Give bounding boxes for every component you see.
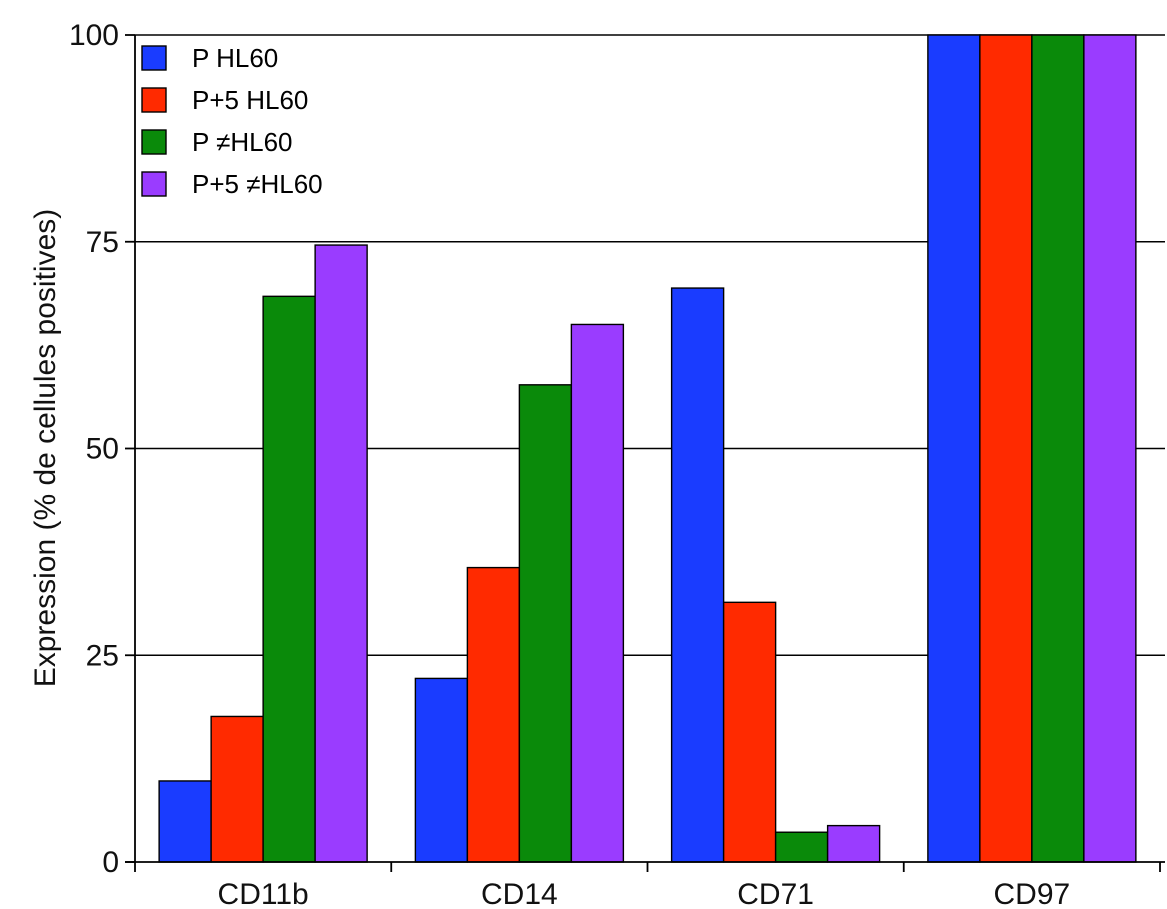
legend: P HL60 P+5 HL60 P ≠HL60 P+5 ≠HL60 [141,43,323,199]
bar-CD11b-series-3 [314,244,368,863]
bars [158,34,1137,863]
bar-CD97-series-3 [1083,34,1137,863]
bar-CD14-series-1 [466,566,521,863]
bar-CD14-series-3 [570,323,625,863]
y-tick-label-50: 50 [86,433,119,466]
x-tick-label-CD71: CD71 [737,878,814,909]
legend-swatch-0 [141,45,167,71]
y-axis-title: Expression (% de cellules positives) [29,209,62,688]
bar-CD14-series-0 [414,677,469,863]
bar-CD97-series-2 [1031,34,1085,863]
bar-CD11b-series-2 [262,295,316,863]
x-tick-label-CD14: CD14 [481,878,558,909]
bar-CD11b-series-0 [158,780,212,863]
legend-label-3: P+5 ≠HL60 [192,169,323,199]
y-tick-label-0: 0 [102,846,119,879]
bar-CD71-series-0 [670,287,725,863]
bar-CD11b-series-1 [210,715,264,863]
legend-label-0: P HL60 [192,43,278,73]
y-tick-label-100: 100 [69,19,119,52]
legend-swatch-2 [141,129,167,155]
y-tick-label-75: 75 [86,226,119,259]
y-tick-label-25: 25 [86,639,119,672]
legend-label-2: P ≠HL60 [192,127,293,157]
bar-CD71-series-2 [774,831,829,863]
bar-CD97-series-1 [979,34,1033,863]
legend-swatch-1 [141,87,167,113]
bar-CD14-series-2 [518,384,573,863]
axes: 0 25 50 75 100 CD11b CD14 CD71 CD97 [69,19,1165,909]
bar-CD97-series-0 [927,34,981,863]
x-tick-label-CD97: CD97 [994,878,1071,909]
x-tick-label-CD11b: CD11b [218,878,309,909]
bar-CD71-series-3 [826,824,881,863]
bar-CD71-series-1 [722,601,777,863]
legend-swatch-3 [141,171,167,197]
legend-label-1: P+5 HL60 [192,85,308,115]
